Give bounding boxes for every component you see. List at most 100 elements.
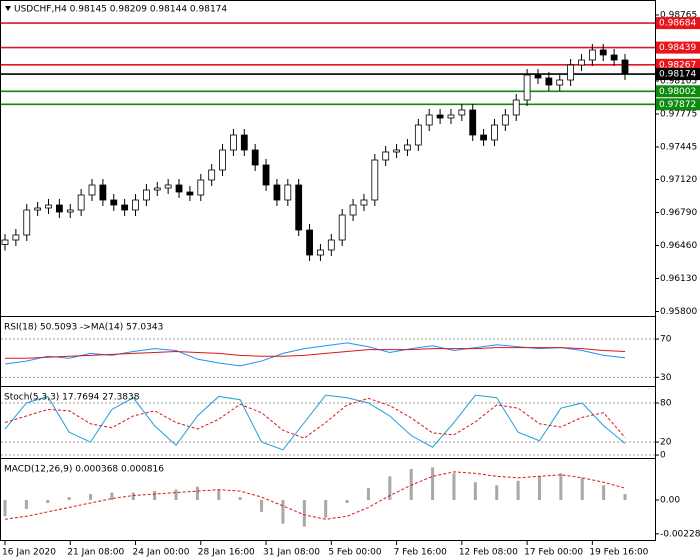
candle-body bbox=[99, 184, 107, 201]
candle-body bbox=[599, 49, 607, 56]
candle-body bbox=[588, 49, 596, 61]
candle-body bbox=[273, 184, 281, 201]
y-tick-label: 0.95800 bbox=[660, 307, 697, 317]
x-tick-label: 7 Feb 16:00 bbox=[394, 548, 448, 558]
histogram-bar bbox=[516, 480, 520, 500]
histogram-bar bbox=[3, 500, 7, 517]
histogram-bar bbox=[217, 489, 221, 500]
level-label-bg bbox=[656, 68, 700, 81]
y-tick-label: 0.00 bbox=[660, 496, 680, 506]
level-label: 0.98267 bbox=[659, 60, 696, 70]
y-tick-label: 0.97120 bbox=[660, 175, 697, 185]
panel-title: Stoch(5,3,3) 17.7694 27.3838 bbox=[4, 393, 140, 403]
candle-body bbox=[621, 59, 629, 75]
histogram-bar bbox=[345, 500, 349, 503]
candle-body bbox=[360, 199, 368, 206]
candle-body bbox=[556, 79, 564, 86]
candle-body bbox=[110, 199, 118, 206]
candle-body bbox=[425, 114, 433, 126]
candle-body bbox=[501, 114, 509, 126]
candle-body bbox=[382, 151, 390, 161]
x-tick-label: 19 Feb 16:00 bbox=[589, 548, 648, 558]
level-label-bg bbox=[656, 85, 700, 98]
candle-body bbox=[197, 179, 205, 196]
candle-body bbox=[230, 134, 237, 151]
panel-title: USDCHF,H4 0.98145 0.98209 0.98144 0.9817… bbox=[14, 5, 227, 15]
y-tick-label: 0.98105 bbox=[660, 77, 697, 87]
candle-body bbox=[132, 199, 139, 211]
histogram-bar bbox=[174, 489, 178, 500]
candle-body bbox=[23, 209, 31, 236]
candle-body bbox=[45, 204, 52, 209]
histogram-bar bbox=[260, 500, 264, 512]
x-tick-label: 12 Feb 08:00 bbox=[459, 548, 518, 558]
candle-body bbox=[66, 209, 74, 213]
candle-body bbox=[371, 159, 379, 201]
histogram-bar bbox=[131, 492, 135, 500]
candle-body bbox=[610, 54, 618, 61]
candle-body bbox=[12, 234, 20, 241]
histogram-bar bbox=[24, 500, 28, 509]
y-tick-label: 30 bbox=[660, 373, 672, 383]
histogram-bar bbox=[238, 497, 242, 500]
histogram-bar bbox=[431, 467, 435, 500]
title-arrow bbox=[5, 6, 11, 11]
y-tick-label: 0.97445 bbox=[660, 143, 697, 153]
candle-body bbox=[458, 109, 466, 116]
candle-body bbox=[77, 194, 85, 211]
level-label-bg bbox=[656, 98, 700, 111]
candle-body bbox=[251, 149, 259, 166]
level-label: 0.98174 bbox=[659, 70, 696, 80]
y-tick-label: 0.98765 bbox=[660, 11, 697, 21]
histogram-bar bbox=[324, 500, 328, 518]
level-label: 0.98002 bbox=[659, 87, 696, 97]
histogram-bar bbox=[388, 476, 392, 500]
x-tick-label: 28 Jan 16:00 bbox=[198, 548, 255, 558]
indicator-line bbox=[5, 347, 626, 359]
level-label: 0.98439 bbox=[659, 43, 696, 53]
histogram-bar bbox=[623, 494, 627, 500]
signal-line bbox=[4, 471, 626, 520]
histogram-bar bbox=[89, 494, 93, 500]
candle-body bbox=[186, 191, 194, 196]
histogram-bar bbox=[302, 500, 306, 527]
y-tick-label: 0 bbox=[660, 451, 666, 461]
histogram-bar bbox=[559, 473, 563, 500]
histogram-bar bbox=[281, 500, 285, 524]
candle-body bbox=[469, 109, 477, 136]
candle-body bbox=[436, 114, 444, 119]
candle-body bbox=[153, 187, 161, 191]
histogram-bar bbox=[67, 497, 71, 500]
candle-body bbox=[121, 204, 129, 211]
candle-body bbox=[175, 184, 183, 193]
level-label: 0.97872 bbox=[659, 100, 696, 110]
candle-body bbox=[295, 184, 303, 231]
histogram-bar bbox=[366, 488, 370, 500]
y-tick-label: 0.96790 bbox=[660, 208, 697, 218]
candle-body bbox=[545, 77, 553, 86]
candle-body bbox=[1, 239, 9, 245]
candle-body bbox=[480, 134, 487, 141]
candle-body bbox=[327, 239, 335, 251]
panel-title: RSI(18) 50.5093 ->MA(14) 57.0343 bbox=[4, 323, 163, 333]
candle-body bbox=[393, 149, 400, 153]
histogram-bar bbox=[110, 492, 114, 500]
candle-body bbox=[219, 149, 226, 171]
candle-body bbox=[338, 214, 346, 241]
level-label: 0.98684 bbox=[659, 19, 696, 29]
histogram-bar bbox=[452, 473, 456, 500]
x-tick-label: 24 Jan 00:00 bbox=[133, 548, 190, 558]
histogram-bar bbox=[195, 486, 199, 500]
x-tick-label: 16 Jan 2020 bbox=[2, 548, 56, 558]
level-label-bg bbox=[656, 41, 700, 54]
x-tick-label: 17 Feb 00:00 bbox=[524, 548, 583, 558]
indicator-line bbox=[4, 394, 626, 451]
candle-body bbox=[534, 74, 542, 79]
panel-title: MACD(12,26,9) 0.000368 0.000816 bbox=[4, 465, 164, 475]
level-label-bg bbox=[656, 17, 700, 30]
candle-body bbox=[447, 114, 455, 119]
candle-body bbox=[317, 249, 324, 256]
histogram-bar bbox=[537, 476, 541, 500]
